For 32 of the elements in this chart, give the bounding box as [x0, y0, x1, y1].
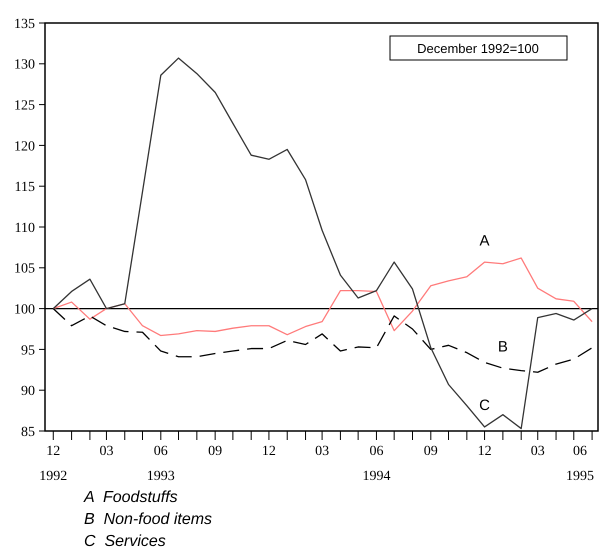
y-tick-label: 120 — [14, 139, 35, 154]
text: A Foodstuffs — [83, 489, 178, 506]
note-box: December 1992=100 — [390, 36, 568, 60]
line-series — [52, 257, 593, 336]
y-tick-label: 135 — [14, 16, 35, 32]
x-tick-label: 09 — [424, 444, 438, 459]
x-tick-label: 03 — [99, 444, 114, 459]
series-label: C — [479, 397, 490, 414]
x-tick-label: 06 1994 — [362, 444, 390, 484]
y-tick-label: 90 — [21, 384, 35, 400]
y-tick-label: 115 — [14, 180, 35, 196]
x-tick-label: 12 1992 — [39, 444, 68, 484]
x-tick-label: 12 — [478, 444, 492, 459]
x-tick-label: 06 1995 — [566, 444, 594, 484]
x-tick-label: 03 — [530, 444, 545, 459]
line-series — [52, 57, 593, 430]
x-tick-label: 09 — [208, 444, 222, 459]
series-label: B — [498, 338, 508, 356]
x-tick-label: 03 — [315, 444, 330, 459]
series-label: A — [480, 232, 490, 250]
y-tick-label: 100 — [14, 302, 35, 318]
y-tick-label: 110 — [14, 220, 35, 236]
text: C Services — [84, 533, 166, 550]
annotation: December 1992=100 — [417, 41, 539, 56]
y-tick-label: 130 — [14, 58, 35, 73]
y-tick-label: 95 — [21, 343, 35, 358]
y-tick-label: 85 — [21, 424, 35, 440]
x-tick-label: 12 — [262, 444, 276, 459]
x-tick-label: 06 1993 — [146, 444, 175, 484]
y-tick-label: 105 — [14, 262, 35, 277]
y-tick-label: 125 — [14, 98, 35, 114]
text: B Non-food items — [84, 511, 212, 528]
